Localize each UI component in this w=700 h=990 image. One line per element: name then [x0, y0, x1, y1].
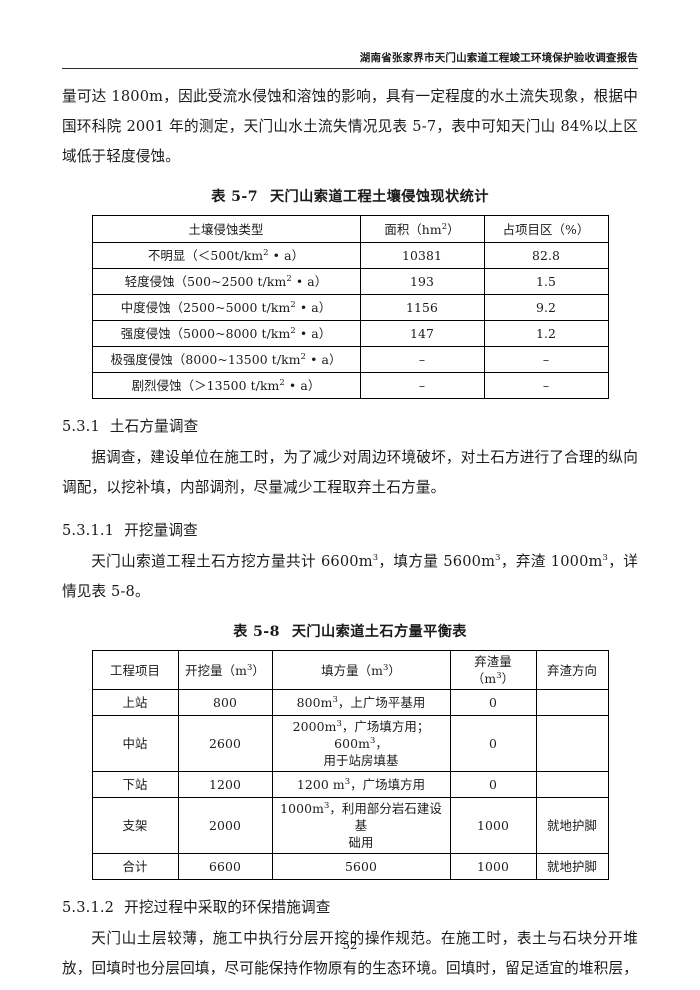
page-number: 52 — [342, 938, 358, 952]
cell-project: 中站 — [91, 715, 179, 772]
table-row: 中度侵蚀（2500~5000 t/km2 • a） 1156 9.2 — [91, 294, 609, 321]
section-title-5-3-1: 土石方量调查 — [109, 418, 199, 435]
column-header-area: 面积（hm2） — [359, 215, 485, 243]
cell-area: 147 — [359, 320, 485, 347]
cell-erosion-type: 剧烈侵蚀（＞13500 t/km2 • a） — [91, 372, 361, 399]
cell-excavation: 6600 — [177, 853, 273, 880]
section-number-5-3-1: 5.3.1 — [62, 418, 100, 435]
section-number-5-3-1-1: 5.3.1.1 — [62, 522, 115, 539]
cell-project: 支架 — [91, 797, 179, 854]
page-body: 量可达 1800m，因此受流水侵蚀和溶蚀的影响，具有一定程度的水土流失现象，根据… — [62, 82, 638, 990]
table-5-7-caption-text: 天门山索道工程土壤侵蚀现状统计 — [269, 189, 489, 205]
table-row: 支架 2000 1000m3，利用部分岩石建设基 础用 1000 就地护脚 — [91, 797, 609, 854]
section-title-5-3-1-2: 开挖过程中采取的环保措施调查 — [124, 899, 331, 916]
cell-area: 193 — [359, 268, 485, 295]
table-5-8-caption-text: 天门山索道土石方量平衡表 — [291, 624, 467, 640]
cell-percent: – — [483, 372, 609, 399]
table-5-7-caption: 表 5-7 天门山索道工程土壤侵蚀现状统计 — [62, 184, 638, 210]
cell-spoil-direction — [535, 689, 609, 716]
cell-fill: 5600 — [271, 853, 451, 880]
column-header-excavation: 开挖量（m3） — [177, 650, 273, 690]
table-row: 上站 800 800m3，上广场平基用 0 — [91, 689, 609, 716]
cell-excavation: 800 — [177, 689, 273, 716]
cell-spoil: 1000 — [449, 797, 537, 854]
cell-percent: 82.8 — [483, 242, 609, 269]
cell-project: 上站 — [91, 689, 179, 716]
header-divider-rule — [62, 67, 638, 69]
cell-fill: 800m3，上广场平基用 — [271, 689, 451, 716]
cell-spoil-direction — [535, 715, 609, 772]
table-5-8-caption: 表 5-8 天门山索道土石方量平衡表 — [62, 619, 638, 645]
cell-spoil: 0 — [449, 689, 537, 716]
cell-erosion-type: 不明显（＜500t/km2 • a） — [91, 242, 361, 269]
cell-spoil-direction: 就地护脚 — [535, 797, 609, 854]
column-header-fill: 填方量（m3） — [271, 650, 451, 690]
cell-erosion-type: 中度侵蚀（2500~5000 t/km2 • a） — [91, 294, 361, 321]
table-row: 合计 6600 5600 1000 就地护脚 — [91, 853, 609, 880]
cell-fill: 1200 m3，广场填方用 — [271, 771, 451, 798]
table-5-7: 土壤侵蚀类型 面积（hm2） 占项目区（%） 不明显（＜500t/km2 • a… — [91, 215, 609, 399]
table-row: 下站 1200 1200 m3，广场填方用 0 — [91, 771, 609, 798]
column-header-spoil: 弃渣量（m3） — [449, 650, 537, 690]
section-title-5-3-1-1: 开挖量调查 — [124, 522, 198, 539]
cell-area: 1156 — [359, 294, 485, 321]
table-header-row: 工程项目 开挖量（m3） 填方量（m3） 弃渣量（m3） 弃渣方向 — [91, 650, 609, 690]
table-row: 不明显（＜500t/km2 • a） 10381 82.8 — [91, 242, 609, 269]
cell-excavation: 1200 — [177, 771, 273, 798]
cell-area: – — [359, 372, 485, 399]
table-header-row: 土壤侵蚀类型 面积（hm2） 占项目区（%） — [91, 215, 609, 243]
cell-excavation: 2000 — [177, 797, 273, 854]
cell-fill: 2000m3，广场填方用；600m3， 用于站房填基 — [271, 715, 451, 772]
cell-spoil-direction: 就地护脚 — [535, 853, 609, 880]
cell-spoil: 1000 — [449, 853, 537, 880]
paragraph-5-3-1-2: 天门山土层较薄，施工中执行分层开挖的操作规范。在施工时，表土与石块分开堆放，回填… — [62, 930, 638, 977]
cell-percent: – — [483, 346, 609, 373]
cell-spoil-direction — [535, 771, 609, 798]
cell-area: 10381 — [359, 242, 485, 269]
column-header-spoil-direction: 弃渣方向 — [535, 650, 609, 690]
cell-spoil: 0 — [449, 771, 537, 798]
table-5-8-caption-number: 表 5-8 — [233, 624, 280, 640]
section-heading-5-3-1-1: 5.3.1.1 开挖量调查 — [62, 517, 638, 545]
cell-erosion-type: 极强度侵蚀（8000~13500 t/km2 • a） — [91, 346, 361, 373]
table-5-7-caption-number: 表 5-7 — [211, 189, 258, 205]
paragraph-5-3-1: 据调查，建设单位在施工时，为了减少对周边环境破坏，对土石方进行了合理的纵向调配，… — [62, 449, 638, 496]
table-row: 中站 2600 2000m3，广场填方用；600m3， 用于站房填基 0 — [91, 715, 609, 772]
cell-excavation: 2600 — [177, 715, 273, 772]
table-row: 强度侵蚀（5000~8000 t/km2 • a） 147 1.2 — [91, 320, 609, 347]
page-header: 湖南省张家界市天门山索道工程竣工环境保护验收调查报告 — [62, 52, 638, 69]
column-header-project: 工程项目 — [91, 650, 179, 690]
table-5-7-block: 表 5-7 天门山索道工程土壤侵蚀现状统计 土壤侵蚀类型 面积（hm2） 占项目区… — [62, 184, 638, 399]
column-header-percent: 占项目区（%） — [483, 215, 609, 243]
cell-percent: 1.5 — [483, 268, 609, 295]
paragraph-5-3-1-1: 天门山索道工程土石方挖方量共计 6600m3，填方量 5600m3，弃渣 100… — [62, 552, 638, 600]
table-row: 极强度侵蚀（8000~13500 t/km2 • a） – – — [91, 346, 609, 373]
cell-percent: 1.2 — [483, 320, 609, 347]
section-heading-5-3-1: 5.3.1 土石方量调查 — [62, 413, 638, 441]
cell-percent: 9.2 — [483, 294, 609, 321]
paragraph-continuation: 量可达 1800m，因此受流水侵蚀和溶蚀的影响，具有一定程度的水土流失现象，根据… — [62, 88, 638, 165]
cell-spoil: 0 — [449, 715, 537, 772]
cell-project: 合计 — [91, 853, 179, 880]
cell-erosion-type: 强度侵蚀（5000~8000 t/km2 • a） — [91, 320, 361, 347]
section-heading-5-3-1-2: 5.3.1.2 开挖过程中采取的环保措施调查 — [62, 894, 638, 922]
cell-area: – — [359, 346, 485, 373]
cell-project: 下站 — [91, 771, 179, 798]
table-row: 轻度侵蚀（500~2500 t/km2 • a） 193 1.5 — [91, 268, 609, 295]
table-5-8-block: 表 5-8 天门山索道土石方量平衡表 工程项目 开挖量（m3） 填方量（m3） 弃… — [62, 619, 638, 880]
cell-fill: 1000m3，利用部分岩石建设基 础用 — [271, 797, 451, 854]
column-header-erosion-type: 土壤侵蚀类型 — [91, 215, 361, 243]
section-number-5-3-1-2: 5.3.1.2 — [62, 899, 115, 916]
table-row: 剧烈侵蚀（＞13500 t/km2 • a） – – — [91, 372, 609, 399]
cell-erosion-type: 轻度侵蚀（500~2500 t/km2 • a） — [91, 268, 361, 295]
table-5-8: 工程项目 开挖量（m3） 填方量（m3） 弃渣量（m3） 弃渣方向 上站 800 8… — [91, 650, 609, 880]
running-title: 湖南省张家界市天门山索道工程竣工环境保护验收调查报告 — [359, 52, 638, 64]
